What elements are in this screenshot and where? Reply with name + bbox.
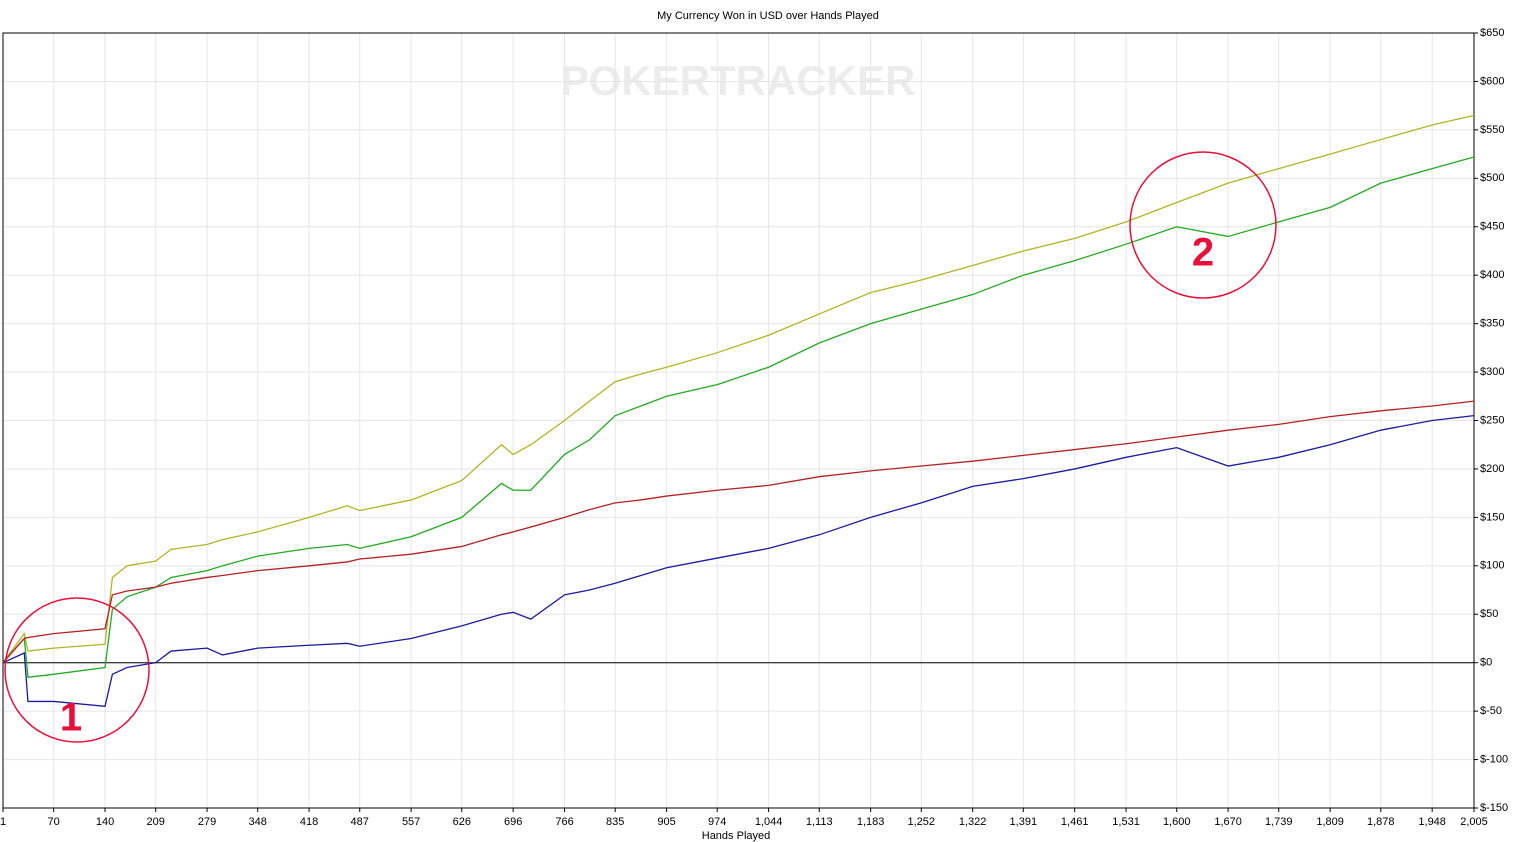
x-tick-label: 1,948 [1418,816,1446,828]
y-tick-label: $-100 [1480,753,1508,765]
annotation-circle [4,597,150,743]
x-tick-label: 1,461 [1061,816,1089,828]
x-tick-label: 1,878 [1367,816,1395,828]
y-tick-label: $100 [1480,560,1504,572]
watermark: POKERTRACKER [561,57,916,104]
y-tick-label: $-150 [1480,802,1508,814]
y-tick-label: $450 [1480,221,1504,233]
y-tick-label: $650 [1480,27,1504,39]
x-tick-label: 279 [198,816,216,828]
annotation-circle [1129,151,1277,299]
x-tick-label: 557 [402,816,420,828]
x-tick-label: 1,113 [806,816,833,828]
x-tick-label: 696 [504,816,522,828]
y-tick-label: $250 [1480,414,1504,426]
y-tick-label: $0 [1480,657,1492,669]
x-axis-label: Hands Played [702,830,771,842]
series-line [2,415,1475,707]
y-tick-label: $600 [1480,75,1504,87]
x-tick-label: 1,739 [1265,816,1293,828]
plot-frame [2,32,1475,809]
x-tick-label: 1,252 [908,816,936,828]
y-tick-label: $200 [1480,463,1504,475]
y-tick-label: $500 [1480,172,1504,184]
x-tick-label: 209 [146,816,164,828]
y-tick-label: $400 [1480,269,1504,281]
x-tick-label: 905 [657,816,675,828]
x-tick-label: 1,600 [1163,816,1191,828]
x-tick-label: 626 [453,816,471,828]
x-tick-label: 2,005 [1460,816,1488,828]
series-line [2,156,1475,678]
x-tick-label: 1,183 [857,816,885,828]
x-tick-label: 766 [555,816,573,828]
y-tick-label: $350 [1480,318,1504,330]
y-tick-label: $550 [1480,124,1504,136]
y-tick-label: $50 [1480,608,1498,620]
x-tick-label: 1,531 [1112,816,1140,828]
y-tick-label: $-50 [1480,705,1502,717]
x-tick-label: 1,322 [959,816,987,828]
x-tick-label: 974 [708,816,726,828]
x-tick-label: 1,670 [1214,816,1242,828]
x-tick-label: 1,809 [1316,816,1344,828]
x-tick-label: 140 [96,816,114,828]
series-line [2,114,1475,664]
annotation-label: 2 [1192,231,1214,275]
x-tick-label: 418 [300,816,318,828]
x-tick-label: 1,044 [755,816,783,828]
x-tick-label: 1,391 [1010,816,1038,828]
x-tick-label: 70 [48,816,60,828]
x-tick-label: 835 [606,816,624,828]
y-tick-label: $150 [1480,511,1504,523]
x-tick-label: 487 [351,816,369,828]
annotation-label: 1 [60,696,82,740]
chart-title: My Currency Won in USD over Hands Played [657,10,879,22]
y-tick-label: $300 [1480,366,1504,378]
series-line [2,400,1475,664]
x-tick-label: 348 [249,816,267,828]
x-tick-label: 1 [0,816,6,828]
